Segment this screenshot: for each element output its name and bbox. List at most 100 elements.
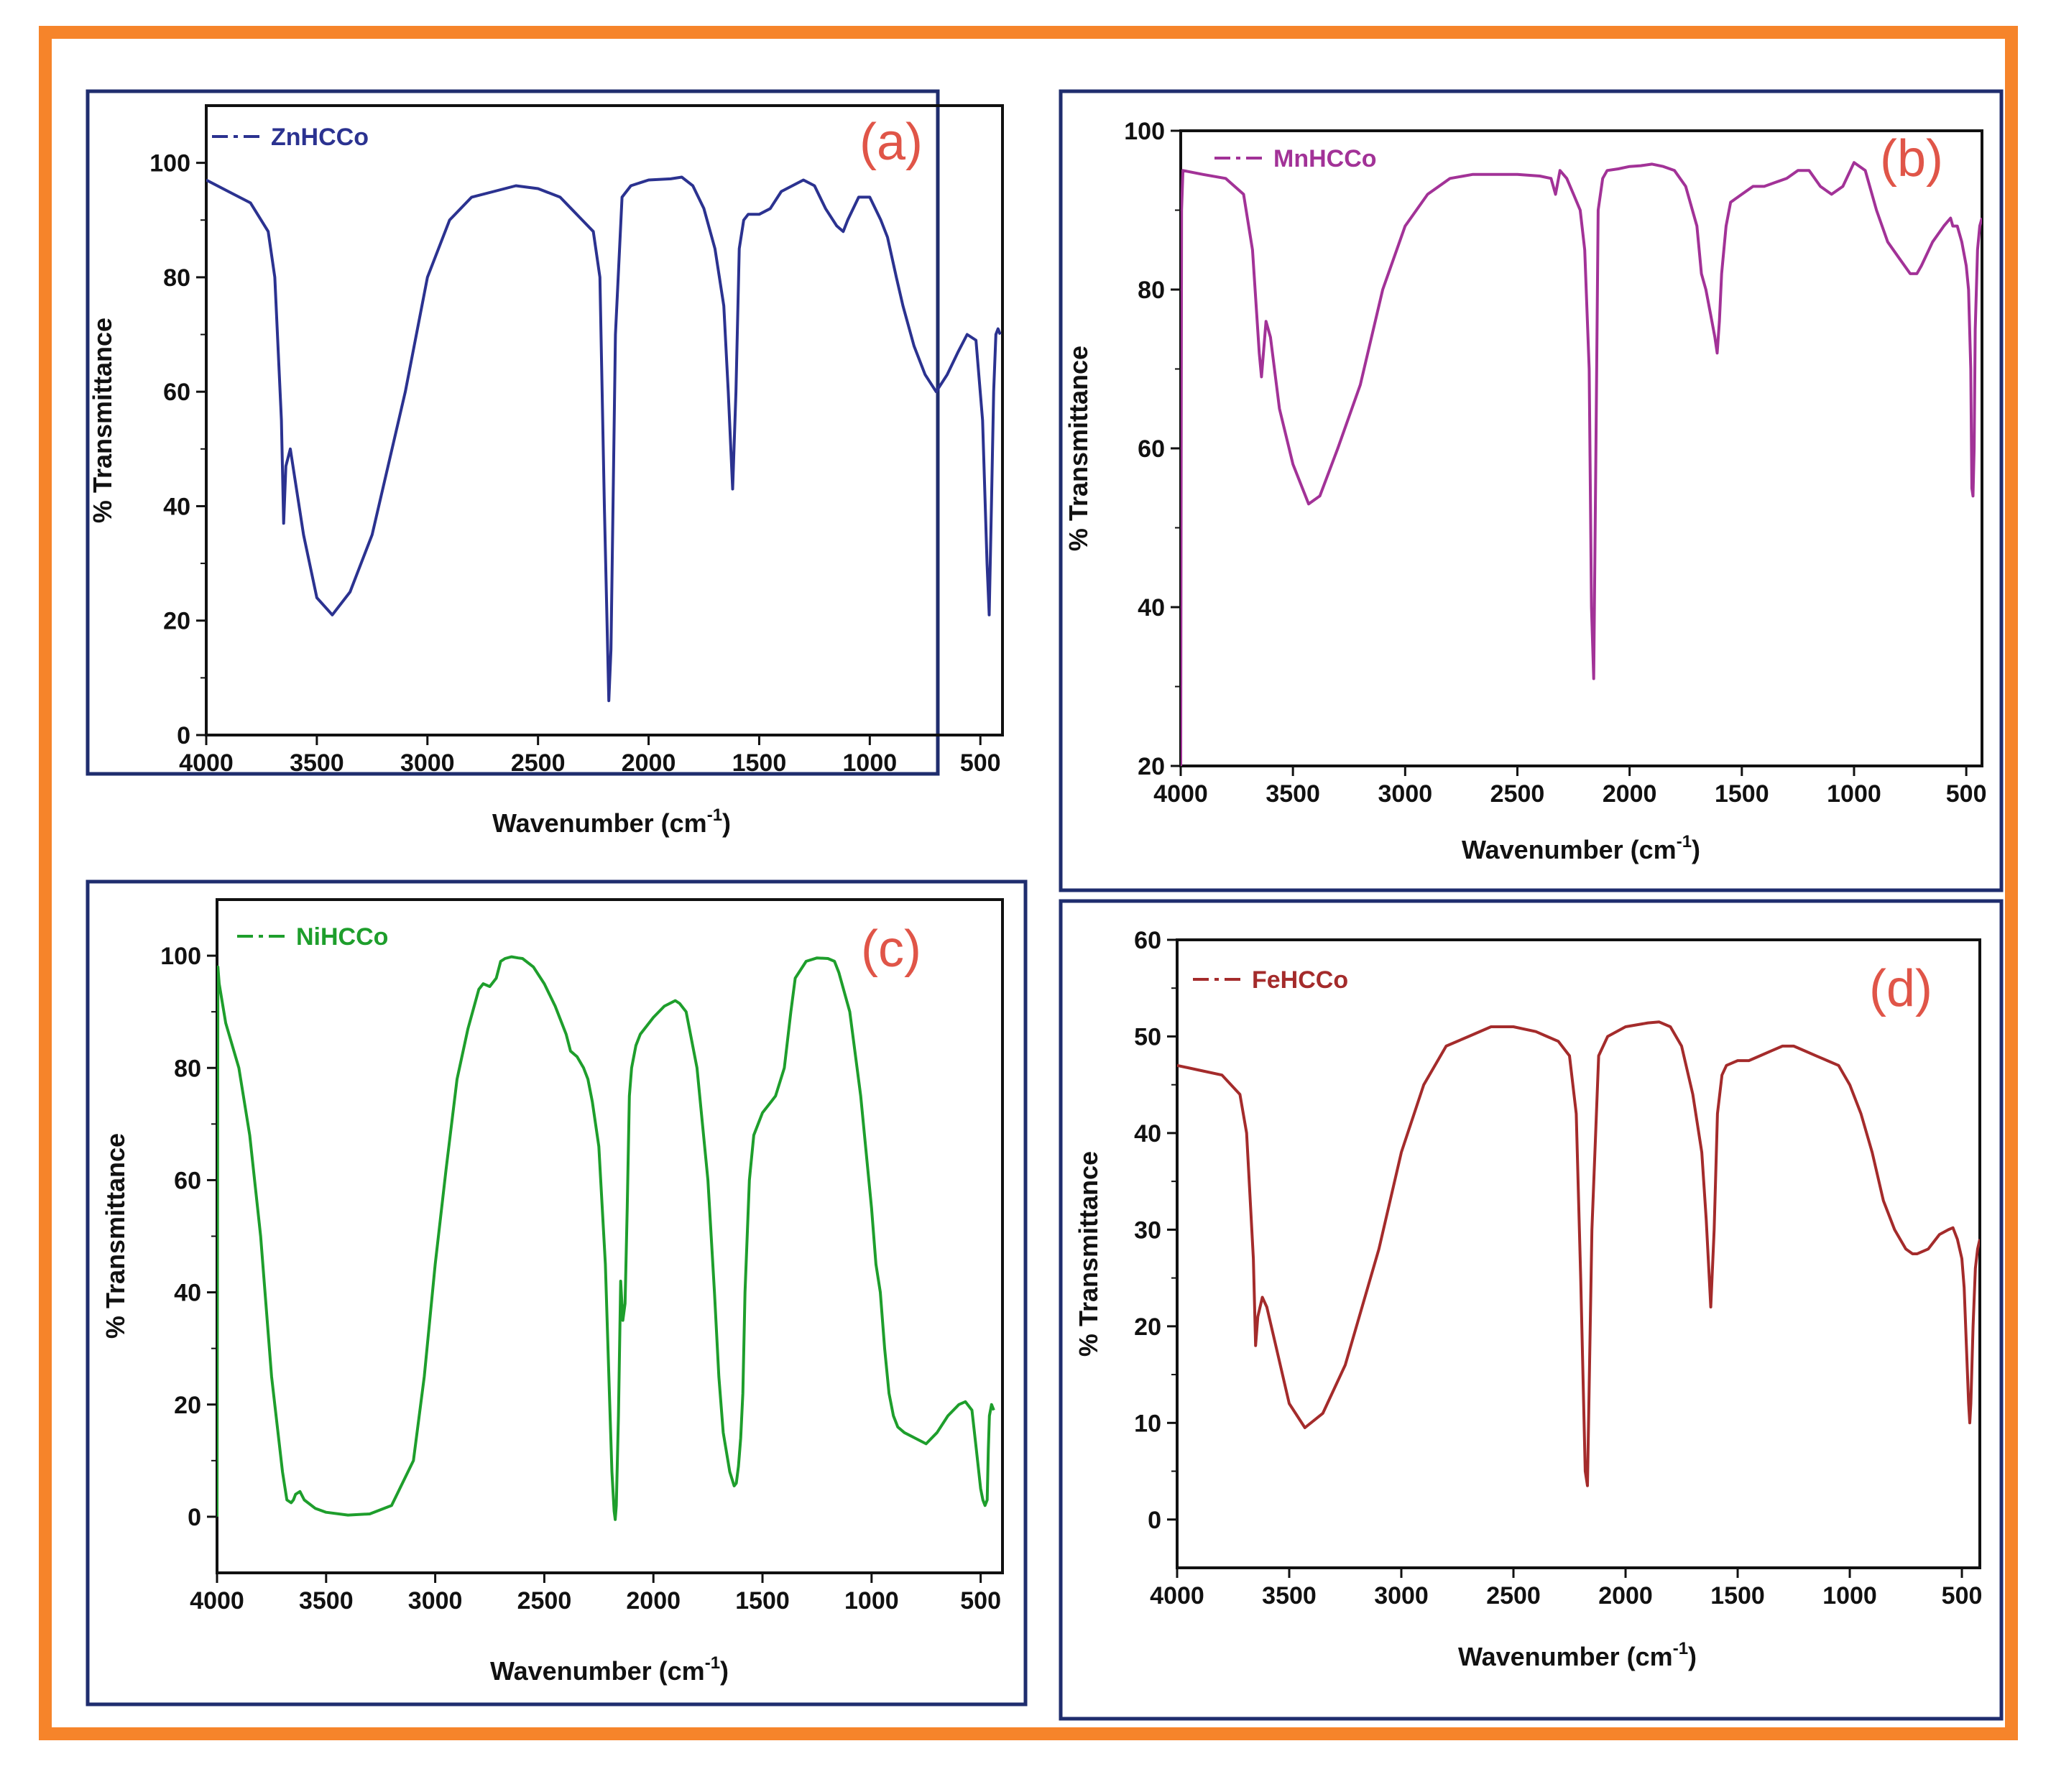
y-tick-label: 80	[163, 264, 190, 292]
y-tick-label: 0	[1148, 1507, 1161, 1534]
x-axis-label-sup: -1	[705, 1653, 720, 1673]
x-tick-label: 1500	[732, 749, 787, 777]
chart-panel-3: 4000 3500 3000 2500 2000 1500 1000 500 0 20 40 60 80…	[86, 879, 1028, 1706]
y-tick-label: 20	[1138, 753, 1165, 780]
x-axis-label-close: )	[720, 1656, 729, 1686]
x-axis-label-main: Wavenumber (cm	[490, 1656, 705, 1686]
x-axis-label-main: Wavenumber (cm	[492, 808, 707, 838]
y-axis: 0 10 20 30 40 50 60	[1134, 927, 1177, 1534]
x-tick-label: 2500	[1486, 1582, 1541, 1609]
x-tick-label: 3500	[290, 749, 344, 777]
x-tick-label: 1500	[1710, 1582, 1765, 1609]
x-tick-label: 1000	[844, 1587, 899, 1615]
x-tick-label: 1000	[1827, 780, 1881, 808]
x-tick-label: 4000	[179, 749, 234, 777]
x-tick-label: 4000	[190, 1587, 244, 1615]
x-axis-label: Wavenumber (cm-1)	[492, 805, 731, 838]
x-tick-label: 3000	[400, 749, 455, 777]
x-tick-label: 2500	[511, 749, 566, 777]
legend: ZnHCCo	[212, 124, 369, 151]
y-tick-label: 60	[1138, 435, 1165, 463]
x-axis-label-sup: -1	[1673, 1639, 1688, 1658]
plot-area-frame	[216, 898, 1004, 1574]
y-axis: 0 20 40 60 80 100	[149, 150, 206, 749]
x-tick-label: 2000	[622, 749, 676, 777]
y-tick-label: 100	[1124, 118, 1165, 145]
y-tick-label: 100	[160, 943, 201, 970]
x-tick-label: 1000	[1822, 1582, 1877, 1609]
y-tick-label: 40	[174, 1280, 201, 1307]
x-tick-label: 500	[960, 1587, 1001, 1615]
x-axis-label-sup: -1	[1677, 832, 1692, 851]
legend-label: MnHCCo	[1273, 145, 1377, 172]
x-tick-label: 2000	[1603, 780, 1657, 808]
legend: FeHCCo	[1193, 966, 1348, 994]
y-tick-label: 80	[1138, 277, 1165, 304]
x-tick-label: 4000	[1153, 780, 1208, 808]
x-tick-label: 1500	[735, 1587, 790, 1615]
chart-panel-4: 4000 3500 3000 2500 2000 1500 1000 500 0 10 20 30 40…	[1059, 899, 2004, 1721]
series-line-NiHCCo	[217, 955, 995, 1521]
panel-border	[86, 879, 1028, 1706]
x-tick-label: 2500	[1490, 780, 1545, 808]
legend-label: ZnHCCo	[271, 124, 369, 151]
x-tick-label: 1500	[1715, 780, 1769, 808]
x-axis-label-close: )	[1692, 835, 1700, 864]
x-axis: 4000 3500 3000 2500 2000 1500 1000 500	[179, 735, 1001, 777]
y-tick-label: 0	[188, 1504, 201, 1531]
y-tick-label: 80	[174, 1055, 201, 1082]
y-axis-label: % Transmittance	[88, 318, 117, 523]
panel-tag: (d)	[1869, 960, 1932, 1017]
plot-area-frame	[205, 104, 1004, 736]
series-line-ZnHCCo	[206, 175, 1002, 703]
panel-tag: (b)	[1880, 130, 1943, 188]
y-tick-label: 60	[163, 379, 190, 406]
x-tick-label: 3500	[1266, 780, 1320, 808]
x-tick-label: 2000	[1598, 1582, 1653, 1609]
x-tick-label: 3500	[1262, 1582, 1317, 1609]
x-tick-label: 2000	[626, 1587, 681, 1615]
y-axis-label: % Transmittance	[101, 1133, 130, 1339]
legend: MnHCCo	[1214, 145, 1377, 172]
y-tick-label: 10	[1134, 1410, 1161, 1437]
x-axis: 4000 3500 3000 2500 2000 1500 1000 500	[1153, 766, 1987, 808]
x-axis-label-main: Wavenumber (cm	[1462, 835, 1677, 864]
x-axis-label-main: Wavenumber (cm	[1458, 1642, 1673, 1671]
legend-label: FeHCCo	[1252, 966, 1348, 994]
x-axis: 4000 3500 3000 2500 2000 1500 1000 500	[190, 1573, 1001, 1615]
legend: NiHCCo	[237, 923, 388, 951]
panel-tag: (a)	[859, 114, 923, 171]
x-tick-label: 2500	[517, 1587, 572, 1615]
y-tick-label: 60	[1134, 927, 1161, 954]
y-axis-label: % Transmittance	[1064, 346, 1093, 551]
chart-panel-2: 4000 3500 3000 2500 2000 1500 1000 500 20 40 60 80 1…	[1059, 89, 2004, 892]
panel-tag: (c)	[861, 920, 921, 978]
y-tick-label: 40	[1134, 1120, 1161, 1147]
legend-label: NiHCCo	[296, 923, 388, 951]
y-tick-label: 100	[149, 150, 190, 177]
x-tick-label: 3000	[1378, 780, 1433, 808]
chart-panel-1: 4000 3500 3000 2500 2000 1500 1000 500 0 20 40 60 80…	[86, 89, 1004, 838]
plot-area-frame	[1176, 938, 1981, 1569]
x-tick-label: 500	[960, 749, 1001, 777]
x-axis-label-close: )	[722, 808, 731, 838]
y-tick-label: 20	[1134, 1313, 1161, 1341]
y-axis-label: % Transmittance	[1074, 1151, 1103, 1357]
y-tick-label: 30	[1134, 1216, 1161, 1244]
panel-border	[86, 89, 940, 776]
y-tick-label: 40	[163, 493, 190, 520]
x-axis-label-sup: -1	[707, 805, 722, 825]
x-tick-label: 1000	[843, 749, 898, 777]
x-tick-label: 3000	[408, 1587, 463, 1615]
y-tick-label: 40	[1138, 594, 1165, 622]
y-tick-label: 0	[177, 722, 190, 749]
x-tick-label: 3500	[299, 1587, 354, 1615]
x-axis: 4000 3500 3000 2500 2000 1500 1000 500	[1150, 1568, 1982, 1609]
x-tick-label: 4000	[1150, 1582, 1204, 1609]
x-tick-label: 500	[1942, 1582, 1983, 1609]
x-tick-label: 3000	[1374, 1582, 1429, 1609]
x-axis-label: Wavenumber (cm-1)	[490, 1653, 729, 1686]
panel-border	[1059, 89, 2004, 892]
series-line-FeHCCo	[1177, 1020, 1980, 1487]
